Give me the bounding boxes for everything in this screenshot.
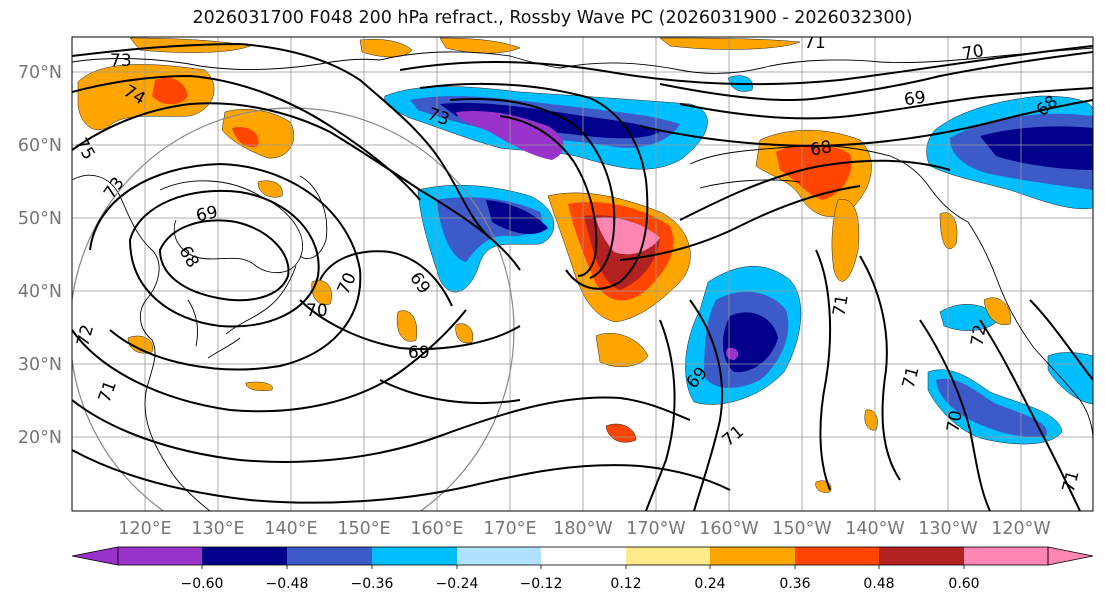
contour-74-north: [72, 74, 421, 201]
colorbar-tick-label: 0.24: [694, 576, 725, 592]
lon-label: 140°E: [264, 519, 317, 539]
colorbar-tick-label: −0.48: [266, 576, 309, 592]
colorbar-extend-left: [71, 546, 119, 566]
lon-label: 150°W: [772, 519, 831, 539]
colorbar-bin: [964, 547, 1048, 565]
contour-label: 70: [943, 409, 966, 434]
coastline-kamchatka: [299, 175, 328, 260]
colorbar-tick-label: 0.36: [779, 576, 810, 592]
contour-71-south: [72, 396, 691, 463]
contour-label: 69: [903, 87, 927, 110]
coastline-east-asia: [72, 174, 211, 511]
lon-label: 120°W: [991, 519, 1050, 539]
colorbar-tick-label: 0.12: [610, 576, 641, 592]
contour-label: 68: [809, 137, 834, 160]
contour-label: 69: [194, 202, 219, 226]
map-frame: [71, 36, 1094, 512]
colorbar-tick-label: −0.12: [520, 576, 563, 592]
contour-label: 73: [110, 51, 132, 71]
contour-label: 71: [829, 293, 852, 318]
lon-label: 120°E: [118, 519, 171, 539]
longitude-labels: 120°E 130°E 140°E 150°E 160°E 170°E 180°…: [118, 519, 1050, 539]
shaded-fields: [77, 37, 1093, 493]
contour-69-ridge: [679, 87, 1093, 120]
coastline-north-america: [967, 221, 1093, 441]
map-title: 2026031700 F048 200 hPa refract., Rossby…: [192, 8, 913, 28]
lat-label: 40°N: [18, 282, 62, 302]
lat-label: 60°N: [18, 136, 62, 156]
contour-73-west: [72, 102, 521, 271]
colorbar-bin: [287, 547, 372, 565]
colorbar: −0.60 −0.48 −0.36 −0.24 −0.12 0.12 0.24 …: [71, 546, 1094, 592]
contour-east-pacific-trough: [689, 299, 724, 511]
contour-70-ridge: [659, 51, 1093, 102]
gridlines: [72, 37, 1093, 511]
colorbar-bin: [710, 547, 795, 565]
lon-label: 170°E: [483, 519, 536, 539]
coastline-okhotsk: [159, 180, 304, 274]
coastline-bering: [559, 47, 1093, 74]
colorbar-frame: [117, 546, 1049, 566]
contour-label: 71: [804, 33, 826, 53]
colorbar-bin: [118, 547, 202, 565]
height-contours: [72, 42, 1093, 511]
colorbar-bin: [457, 547, 541, 565]
contour-73-north: [72, 42, 491, 239]
contour-label: 72: [967, 323, 990, 348]
lon-label: 130°E: [191, 519, 244, 539]
lat-label: 50°N: [18, 209, 62, 229]
contour-69-cutoff-low: [128, 189, 320, 328]
colorbar-tick-label: −0.60: [181, 576, 224, 592]
coastline-japan: [207, 265, 297, 359]
colorbar-bin: [795, 547, 879, 565]
coastline-alaska: [689, 145, 969, 223]
lat-label: 20°N: [18, 428, 62, 448]
lon-label: 180°W: [553, 519, 612, 539]
contour-68-cutoff-low: [158, 219, 290, 302]
lon-label: 140°W: [845, 519, 904, 539]
lat-label: 30°N: [18, 355, 62, 375]
lon-label: 150°E: [337, 519, 390, 539]
positive-anomaly-nw: [77, 64, 215, 130]
colorbar-tick-label: 0.48: [863, 576, 894, 592]
lon-label: 160°W: [699, 519, 758, 539]
map-plot-area: 73 74 75 73 69 68 69 70 70 69 73 71 70 6…: [72, 33, 1093, 511]
colorbar-bin: [626, 547, 710, 565]
colorbar-tick-label: 0.60: [948, 576, 979, 592]
colorbar-extend-right: [1047, 546, 1094, 566]
lon-label: 170°W: [626, 519, 685, 539]
contour-label: 69: [408, 343, 430, 363]
colorbar-bin: [372, 547, 457, 565]
colorbar-tick-label: −0.36: [351, 576, 394, 592]
coastlines: [72, 47, 1093, 511]
colorbar-bin: [879, 547, 964, 565]
colorbar-bin: [541, 547, 626, 565]
lat-label: 70°N: [18, 63, 62, 83]
lon-label: 160°E: [410, 519, 463, 539]
contour-71-ridge-east: [859, 255, 901, 481]
contour-label: 70: [306, 301, 328, 321]
colorbar-bin: [202, 547, 287, 565]
colorbar-tick-label: −0.24: [436, 576, 479, 592]
contour-label: 70: [961, 41, 986, 64]
lon-label: 130°W: [918, 519, 977, 539]
contour-72-south: [72, 449, 731, 504]
latitude-labels: 70°N 60°N 50°N 40°N 30°N 20°N: [18, 63, 62, 448]
contour-polar-jet-2: [419, 82, 649, 290]
contour-polar-jet-1: [399, 45, 1093, 86]
contour-69-south: [299, 299, 521, 351]
